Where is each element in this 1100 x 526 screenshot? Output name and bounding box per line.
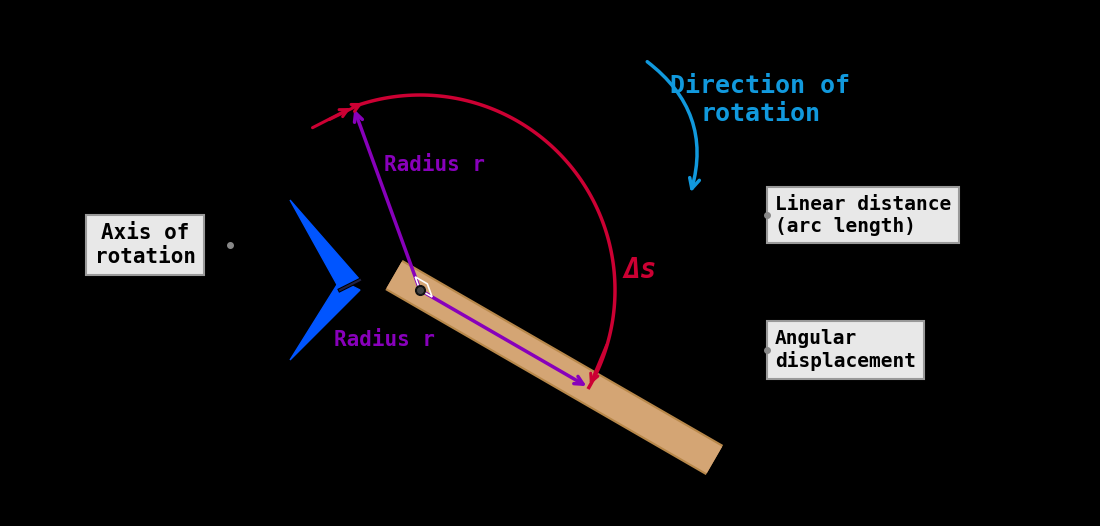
Text: Direction of
rotation: Direction of rotation [670, 74, 850, 126]
Polygon shape [290, 200, 360, 290]
Text: Δs: Δs [624, 256, 657, 284]
Polygon shape [290, 280, 360, 360]
Text: Radius r: Radius r [334, 330, 436, 350]
Text: Axis of
rotation: Axis of rotation [95, 224, 196, 267]
Text: Linear distance
(arc length): Linear distance (arc length) [776, 195, 952, 236]
Text: Angular
displacement: Angular displacement [776, 329, 916, 371]
Text: Radius r: Radius r [385, 155, 485, 175]
